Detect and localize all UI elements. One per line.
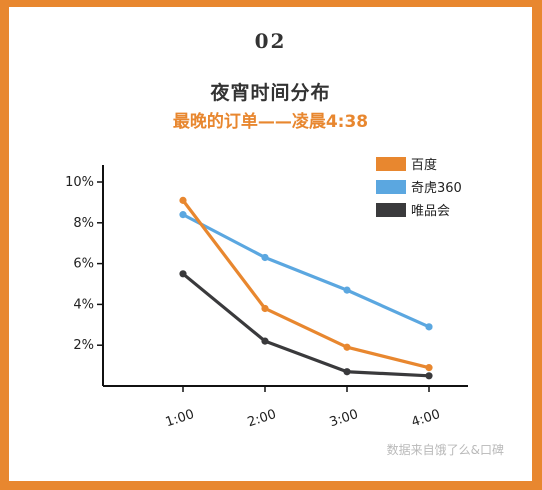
legend-swatch [376,203,406,217]
series-line-2 [181,272,431,378]
y-tick-label: 2% [73,338,94,353]
series-point [425,372,433,380]
series-point [179,196,187,204]
legend-label: 百度 [411,157,437,173]
legend-swatch [376,157,406,171]
chart-card: 02 夜宵时间分布 最晚的订单——凌晨4:38 数据来自饿了么&口碑 [9,7,532,481]
chart-subtitle: 最晚的订单——凌晨4:38 [172,112,369,132]
x-tick-label: 1:00 [164,407,196,430]
legend-swatch [376,180,406,194]
series-point [343,286,351,294]
series-point [179,211,187,219]
x-tick-label: 3:00 [328,407,360,430]
x-tick-label: 2:00 [246,407,278,430]
source-watermark: 数据来自饿了么&口碑 [386,443,504,457]
series-point [261,337,269,345]
x-tick-label: 4:00 [410,407,442,430]
y-tick-label: 8% [73,216,94,231]
chart-title: 夜宵时间分布 [210,82,331,104]
y-tick-label: 4% [73,297,94,312]
y-tick-label: 6% [73,257,94,272]
series-point [425,364,433,372]
series-line-0 [181,198,431,370]
legend-label: 唯品会 [411,204,450,219]
series-line-1 [181,213,431,329]
series-point [179,270,187,278]
legend-label: 奇虎360 [411,180,462,196]
series-point [343,343,351,351]
series-point [261,253,269,262]
series-point [343,368,351,376]
section-number: 02 [254,29,287,53]
series-point [261,304,269,313]
y-tick-label: 10% [65,175,94,190]
series-point [425,323,433,331]
